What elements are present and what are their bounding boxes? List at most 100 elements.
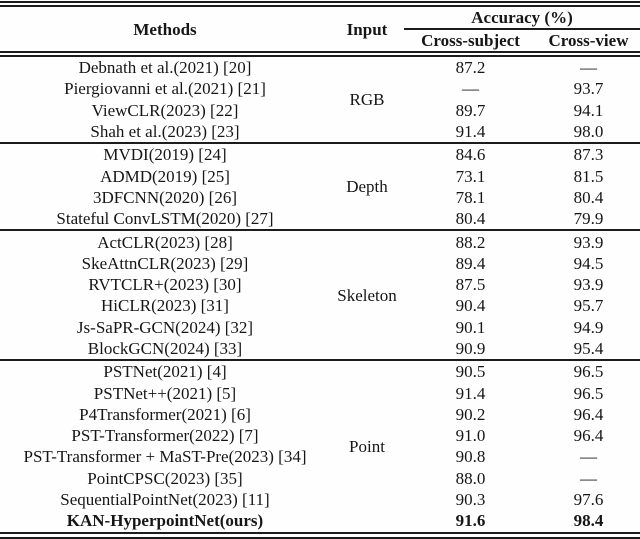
cross-subject-value: 91.6 — [455, 511, 486, 531]
cross-subject-value: 87.2 — [455, 58, 486, 78]
cross-view-value: 96.5 — [573, 383, 604, 403]
cross-view-value: 95.4 — [573, 339, 604, 358]
method-cell: ActCLR(2023) [28] — [97, 232, 233, 252]
cross-view-value: 98.4 — [573, 511, 604, 531]
cross-subject-value: 89.4 — [455, 253, 486, 273]
cross-subject-value: 90.9 — [455, 339, 486, 358]
table-row: Js-SaPR-GCN(2024) [32] 90.1 94.9 — [0, 317, 640, 338]
input-group-cell: Skeleton — [337, 285, 397, 305]
table-row: Shah et al.(2023) [23] 91.4 98.0 — [0, 121, 640, 143]
table-row: Stateful ConvLSTM(2020) [27] 80.4 79.9 — [0, 208, 640, 230]
col-header-cross-view: Cross-view — [548, 31, 629, 50]
method-cell: RVTCLR+(2023) [30] — [88, 275, 242, 295]
cross-subject-value: 88.0 — [455, 468, 486, 488]
table-row: PSTNet++(2021) [5] 91.4 96.5 — [0, 382, 640, 403]
input-group-cell: Depth — [346, 177, 388, 197]
method-cell: MVDI(2019) [24] — [103, 145, 227, 165]
method-cell: HiCLR(2023) [31] — [101, 296, 229, 316]
method-cell: ADMD(2019) [25] — [100, 166, 230, 186]
table-row: PSTNet(2021) [4] Point 90.5 96.5 — [0, 360, 640, 456]
table-row: 3DFCNN(2020) [26] 78.1 80.4 — [0, 187, 640, 208]
method-cell: PSTNet(2021) [4] — [103, 362, 227, 382]
table-row: Debnath et al.(2021) [20] RGB 87.2 — — [0, 54, 640, 109]
table-row: HiCLR(2023) [31] 90.4 95.7 — [0, 295, 640, 316]
table-row: Piergiovanni et al.(2021) [21] — 93.7 — [0, 78, 640, 99]
cross-view-value: 81.5 — [573, 166, 604, 186]
method-cell: SkeAttnCLR(2023) [29] — [81, 253, 249, 273]
cross-subject-value: 90.3 — [455, 490, 486, 510]
table-row: ADMD(2019) [25] 73.1 81.5 — [0, 165, 640, 186]
cross-view-value: 93.9 — [573, 275, 604, 295]
method-cell: BlockGCN(2024) [33] — [87, 339, 243, 358]
cross-view-value: 80.4 — [573, 187, 604, 207]
method-cell: Js-SaPR-GCN(2024) [32] — [76, 317, 254, 337]
col-header-input: Input — [346, 19, 388, 39]
cross-view-value: — — [580, 447, 597, 467]
cross-subject-value: 90.1 — [455, 317, 486, 337]
cross-subject-value: 78.1 — [455, 187, 486, 207]
table-row: BlockGCN(2024) [33] 90.9 95.4 — [0, 338, 640, 360]
method-cell: 3DFCNN(2020) [26] — [92, 187, 238, 207]
method-cell: P4Transformer(2021) [6] — [79, 404, 251, 424]
cross-view-value: — — [580, 58, 597, 78]
cross-view-value: 95.7 — [573, 296, 604, 316]
method-cell: ViewCLR(2023) [22] — [91, 100, 239, 120]
method-cell: Debnath et al.(2021) [20] — [78, 58, 252, 78]
input-group-cell: RGB — [349, 90, 385, 110]
table-row: PointCPSC(2023) [35] 88.0 — — [0, 468, 640, 489]
table-row: P4Transformer(2021) [6] 90.2 96.4 — [0, 404, 640, 425]
cross-view-value: 93.7 — [573, 79, 604, 99]
header-row-top: Methods Input Accuracy (%) — [0, 4, 640, 39]
table-row: ActCLR(2023) [28] Skeleton 88.2 93.9 — [0, 230, 640, 305]
col-header-accuracy: Accuracy (%) — [404, 4, 640, 30]
cross-view-value: 94.1 — [573, 100, 604, 120]
table-row: RVTCLR+(2023) [30] 87.5 93.9 — [0, 274, 640, 295]
table-row: PST-Transformer + MaST-Pre(2023) [34] 90… — [0, 446, 640, 467]
input-group-cell: Point — [349, 436, 385, 456]
cross-view-value: 87.3 — [573, 145, 604, 165]
table-header: Methods Input Accuracy (%) Cross-subject… — [0, 4, 640, 54]
cross-subject-value: 91.4 — [455, 122, 486, 142]
method-cell: SequentialPointNet(2023) [11] — [60, 490, 270, 510]
cross-subject-value: — — [462, 79, 479, 99]
method-cell: PointCPSC(2023) [35] — [87, 468, 243, 488]
table-row: PST-Transformer(2022) [7] 91.0 96.4 — [0, 425, 640, 446]
cross-view-value: — — [580, 468, 597, 488]
cross-view-value: 93.9 — [573, 232, 604, 252]
method-cell: PSTNet++(2021) [5] — [93, 383, 237, 403]
header-row-sub: Cross-subject Cross-view — [0, 29, 640, 54]
cross-view-value: 96.5 — [573, 362, 604, 382]
table-row: SequentialPointNet(2023) [11] 90.3 97.6 — [0, 489, 640, 510]
cross-view-value: 98.0 — [573, 122, 604, 142]
cross-subject-value: 88.2 — [455, 232, 486, 252]
table-row: ViewCLR(2023) [22] 89.7 94.1 — [0, 100, 640, 121]
cross-view-value: 79.9 — [573, 209, 604, 229]
cross-subject-value: 90.5 — [455, 362, 486, 382]
table-row: MVDI(2019) [24] Depth 84.6 87.3 — [0, 143, 640, 196]
col-header-cross-subject: Cross-subject — [421, 31, 520, 50]
cross-subject-value: 84.6 — [455, 145, 486, 165]
cross-view-value: 94.9 — [573, 317, 604, 337]
cross-view-value: 96.4 — [573, 404, 604, 424]
method-cell: Piergiovanni et al.(2021) [21] — [64, 79, 266, 99]
col-header-methods: Methods — [133, 19, 197, 39]
cross-subject-value: 90.2 — [455, 404, 486, 424]
cross-subject-value: 87.5 — [455, 275, 486, 295]
method-cell: PST-Transformer + MaST-Pre(2023) [34] — [23, 447, 307, 467]
method-cell: Shah et al.(2023) [23] — [90, 122, 240, 142]
cross-subject-value: 91.0 — [455, 426, 486, 446]
cross-subject-value: 90.4 — [455, 296, 486, 316]
cross-view-value: 94.5 — [573, 253, 604, 273]
table-row-ours: KAN-HyperpointNet(ours) 91.6 98.4 — [0, 510, 640, 535]
cross-view-value: 97.6 — [573, 490, 604, 510]
method-cell: PST-Transformer(2022) [7] — [71, 426, 259, 446]
cross-view-value: 96.4 — [573, 426, 604, 446]
table-row: SkeAttnCLR(2023) [29] 89.4 94.5 — [0, 253, 640, 274]
cross-subject-value: 90.8 — [455, 447, 486, 467]
method-cell: KAN-HyperpointNet(ours) — [66, 511, 264, 531]
cross-subject-value: 91.4 — [455, 383, 486, 403]
cross-subject-value: 73.1 — [455, 166, 486, 186]
cross-subject-value: 89.7 — [455, 100, 486, 120]
method-cell: Stateful ConvLSTM(2020) [27] — [56, 209, 274, 229]
